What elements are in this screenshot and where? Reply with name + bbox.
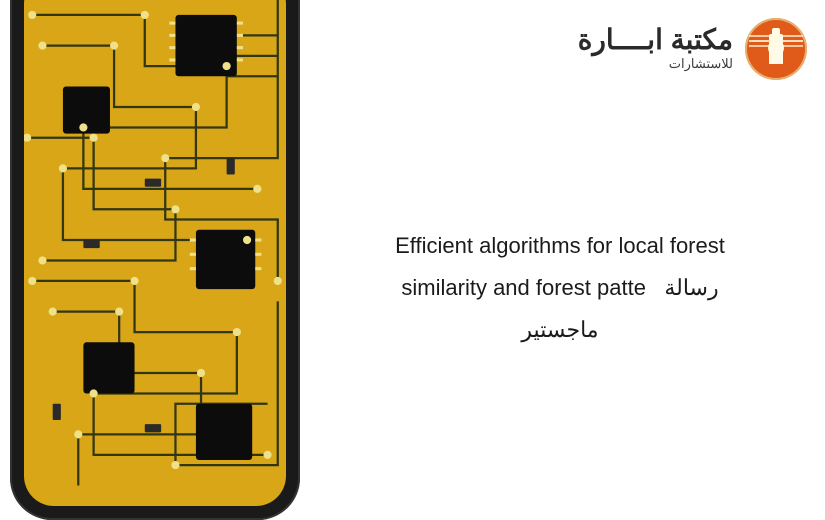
pcb-circuit-image	[24, 0, 286, 506]
phone-mockup	[10, 0, 300, 520]
brand-logo-text: مكتبة ابــــارة للاستشارات	[578, 26, 733, 72]
phone-screen	[24, 0, 286, 506]
title-ar-word-1: رسالة	[664, 275, 718, 300]
title-line-1: Efficient algorithms for local forest	[395, 233, 725, 258]
lighthouse-badge-icon	[745, 18, 807, 80]
brand-logo: مكتبة ابــــارة للاستشارات	[578, 18, 807, 80]
title-ar-word-2: ماجستير	[521, 317, 598, 342]
title-line-2-en: similarity and forest patte	[401, 275, 646, 300]
brand-tagline-arabic: للاستشارات	[669, 56, 733, 72]
document-title: Efficient algorithms for local forest si…	[325, 225, 795, 350]
lighthouse-icon	[769, 34, 783, 64]
brand-name-arabic: مكتبة ابــــارة	[578, 26, 733, 54]
